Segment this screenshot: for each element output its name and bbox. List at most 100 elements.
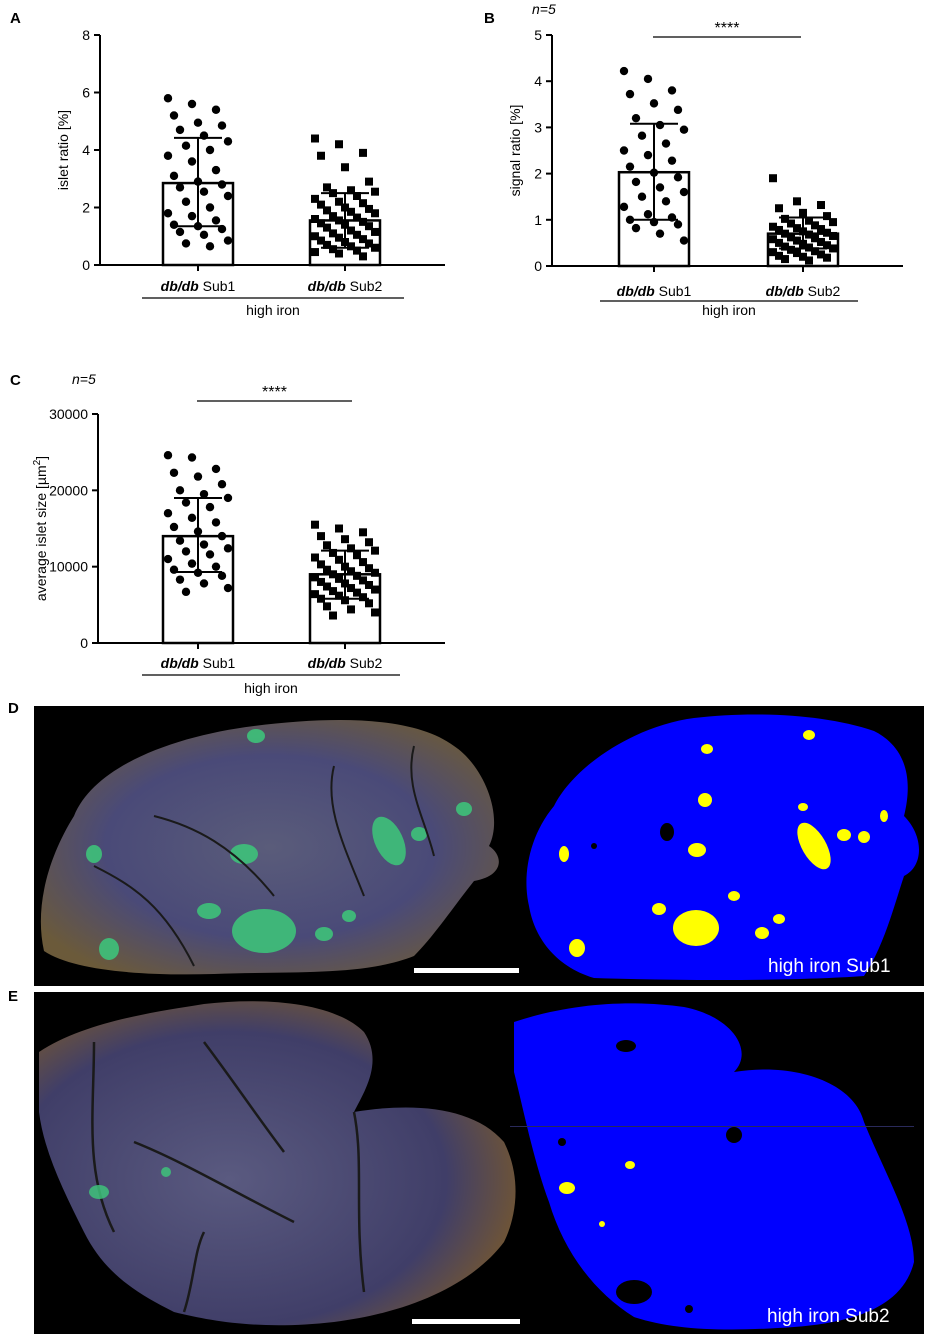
chart-a-point <box>223 191 233 201</box>
chart-a-point <box>317 219 325 228</box>
chart-b-point <box>667 86 677 95</box>
chart-c-point <box>311 553 319 562</box>
chart-a-category-label: db/db Sub1 <box>161 278 236 294</box>
chart-c-point <box>223 493 233 503</box>
chart-a-point <box>211 105 221 114</box>
chart-b-y-tick-label: 5 <box>534 27 542 43</box>
chart-c-point <box>163 554 173 564</box>
chart-c-point <box>217 480 227 489</box>
chart-c-point <box>211 464 221 474</box>
chart-a-point <box>359 148 367 157</box>
micrograph-panel-e: high iron Sub2 <box>34 992 924 1334</box>
chart-b-category-italic: db/db <box>617 283 656 299</box>
chart-a-point <box>365 222 373 231</box>
chart-c-category-plain: Sub1 <box>199 655 236 671</box>
chart-a-point <box>217 180 227 189</box>
chart-c-point <box>335 524 343 533</box>
chart-a-point <box>335 197 343 206</box>
chart-b-y-tick-label: 3 <box>534 119 542 135</box>
chart-b-point <box>673 220 683 229</box>
segmentation-mask-e <box>514 1003 914 1330</box>
micrograph-label-d: high iron Sub1 <box>768 956 891 977</box>
chart-a-point <box>181 141 191 150</box>
chart-a-point <box>199 230 209 240</box>
chart-b-point <box>799 208 807 217</box>
chart-c-y-tick-label: 0 <box>80 635 88 651</box>
chart-a-point <box>175 227 185 237</box>
chart-c-category-italic: db/db <box>308 655 347 671</box>
chart-c-point <box>163 509 173 518</box>
panel-letter-c: C <box>10 372 21 389</box>
chart-a-point <box>353 246 361 255</box>
chart-c-point <box>347 605 355 614</box>
chart-a-y-tick-label: 8 <box>82 27 90 43</box>
chart-b-point <box>805 230 813 239</box>
chart-b-point <box>643 150 653 160</box>
chart-c-point <box>211 518 221 527</box>
chart-b-point <box>643 74 653 84</box>
chart-a-point <box>193 118 203 127</box>
chart-a-point <box>323 240 331 249</box>
chart-b-point <box>823 253 831 262</box>
chart-a-point <box>347 207 355 216</box>
chart-a-point <box>347 242 355 251</box>
chart-c-point <box>323 541 331 550</box>
chart-b-point <box>823 212 831 221</box>
chart-a-point <box>359 252 367 261</box>
chart-b-point <box>787 219 795 228</box>
tissue-section-d <box>40 720 499 975</box>
chart-a-point <box>371 243 379 252</box>
chart-c-y-tick-label: 30000 <box>49 406 88 422</box>
chart-b-point <box>811 247 819 256</box>
chart-a-point <box>347 226 355 235</box>
panel-letter-e: E <box>8 988 19 1005</box>
chart-a-category-plain: Sub2 <box>346 278 383 294</box>
chart-c-point <box>181 547 191 556</box>
chart-c-point <box>341 596 349 605</box>
chart-c-point <box>353 571 361 580</box>
chart-a-point <box>329 245 337 254</box>
chart-a-point <box>335 216 343 225</box>
chart-c-point <box>175 536 185 545</box>
chart-b-point <box>781 229 789 238</box>
chart-c-point <box>175 575 185 584</box>
chart-c-point <box>323 582 331 591</box>
chart-b-point <box>775 225 783 234</box>
chart-c-point <box>329 548 337 557</box>
chart-b-point <box>811 221 819 230</box>
chart-b-point <box>811 234 819 243</box>
chart-b-point <box>655 120 665 130</box>
chart-c-point <box>169 522 179 532</box>
chart-b-point <box>793 197 801 206</box>
chart-c-point <box>347 567 355 576</box>
chart-b-point <box>775 251 783 260</box>
chart-a-point <box>311 215 319 223</box>
chart-c-point <box>329 587 337 596</box>
chart-b-point <box>793 249 801 258</box>
chart-c-point <box>359 528 367 537</box>
chart-b-y-tick-label: 2 <box>534 166 542 182</box>
chart-a-point <box>353 192 361 200</box>
chart-c-point <box>341 535 349 544</box>
chart-b-point <box>637 131 647 140</box>
chart-a-group-label: high iron <box>246 302 300 318</box>
chart-b-y-tick-label: 1 <box>534 212 542 228</box>
chart-c-point <box>323 602 331 611</box>
micrograph-e-image <box>39 1001 914 1330</box>
chart-a-point <box>163 94 173 103</box>
chart-a-point <box>323 183 331 192</box>
chart-c-point <box>311 520 319 529</box>
chart-a-point <box>181 239 191 248</box>
chart-a-category-italic: db/db <box>308 278 347 294</box>
chart-b-point <box>787 245 795 254</box>
chart-b-point <box>619 146 629 155</box>
chart-c-point <box>371 608 379 617</box>
chart-b-point <box>667 156 677 165</box>
chart-c-point <box>365 599 373 608</box>
chart-c-point <box>365 564 373 573</box>
chart-c-point <box>317 532 325 541</box>
chart-a-point <box>223 236 233 245</box>
chart-c-point <box>365 580 373 589</box>
chart-a-point <box>199 187 209 196</box>
chart-b-point <box>781 242 789 251</box>
